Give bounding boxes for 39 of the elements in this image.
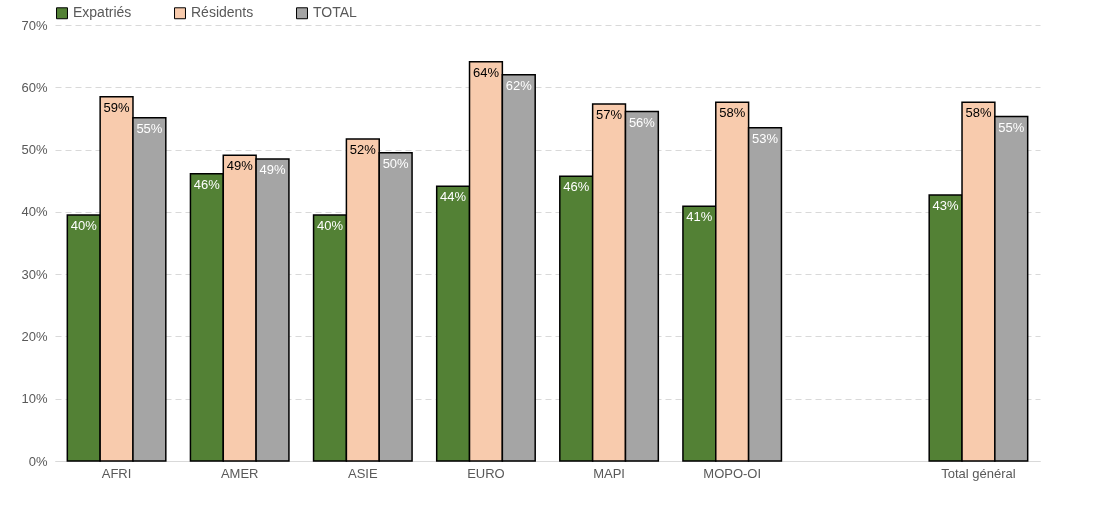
data-label: 40% xyxy=(70,217,98,233)
y-tick-label: 0% xyxy=(28,453,48,469)
y-tick-label: 50% xyxy=(21,142,48,158)
x-tick-label: AMER xyxy=(220,465,259,481)
data-label: 55% xyxy=(136,120,163,136)
data-label: 62% xyxy=(505,77,533,93)
legend-label: TOTAL xyxy=(313,4,358,21)
data-label: 40% xyxy=(316,217,344,233)
data-label: 64% xyxy=(472,64,500,80)
data-label: 49% xyxy=(226,158,254,174)
legend-label: Expatriés xyxy=(73,4,132,21)
data-label: 56% xyxy=(628,114,656,130)
data-label: 59% xyxy=(103,99,131,115)
y-tick-label: 30% xyxy=(21,266,48,282)
data-label: 46% xyxy=(563,179,590,195)
x-tick-label: MOPO-OI xyxy=(703,465,762,481)
data-label: 58% xyxy=(965,105,992,121)
data-label: 57% xyxy=(596,107,623,123)
y-tick-label: 10% xyxy=(21,391,48,407)
x-tick-label: EURO xyxy=(467,465,505,481)
data-label: 41% xyxy=(686,209,713,225)
x-tick-label: ASIE xyxy=(348,465,378,481)
y-tick-label: 60% xyxy=(21,79,48,95)
data-label: 58% xyxy=(719,105,746,121)
y-tick-label: 20% xyxy=(21,328,48,344)
data-label: 50% xyxy=(382,155,410,171)
data-label: 52% xyxy=(349,141,377,157)
x-tick-label: Total général xyxy=(941,465,1016,481)
data-label: 43% xyxy=(932,198,960,214)
x-tick-label: AFRI xyxy=(101,465,132,481)
data-label: 44% xyxy=(440,189,467,205)
data-label: 55% xyxy=(998,119,1025,135)
legend-label: Résidents xyxy=(191,4,254,21)
y-tick-label: 70% xyxy=(21,17,48,33)
data-label: 53% xyxy=(752,130,779,146)
data-label: 46% xyxy=(193,176,221,192)
y-tick-label: 40% xyxy=(21,204,48,220)
x-tick-label: MAPI xyxy=(593,465,625,481)
data-label: 49% xyxy=(259,161,286,177)
